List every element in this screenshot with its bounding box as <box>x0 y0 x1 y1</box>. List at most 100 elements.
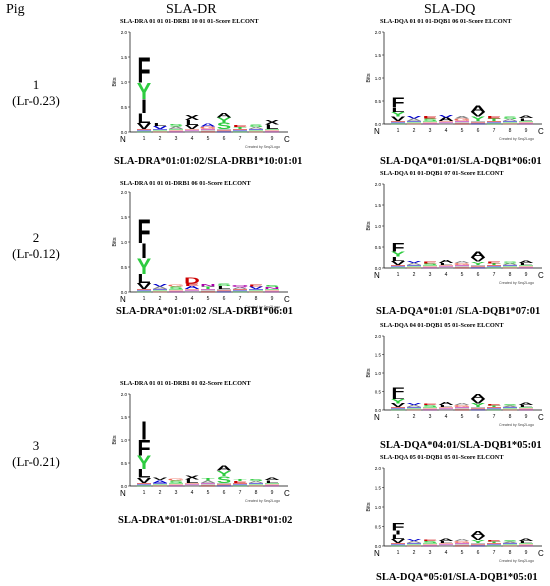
logo-letter: G <box>454 263 471 266</box>
y-tick-label: 0.0 <box>375 408 382 413</box>
x-tick-label: 6 <box>223 490 226 496</box>
y-tick-label: 0.0 <box>375 122 382 127</box>
logo-letter: S <box>503 404 517 406</box>
x-tick-label: 7 <box>239 296 242 302</box>
c-terminus-label: C <box>284 295 290 304</box>
logo-letter: Y <box>217 470 232 478</box>
logo-letter: Y <box>471 261 486 266</box>
logo-letter: S <box>503 116 517 119</box>
y-tick-label: 0.0 <box>121 290 128 295</box>
y-tick-label: 1.5 <box>121 55 128 60</box>
baseline-strip <box>471 123 485 125</box>
logo-title-dq3: SLA-DQA 04 01-DQB1 05 01-Score ELCONT <box>380 322 504 329</box>
n-terminus-label: N <box>374 127 380 136</box>
sequence-logo-dr3: 0.0 0.5 1.0 1.5 2.0 Bits N 1 2 3 4 5 6 7 8 9 C Created by… <box>112 392 290 503</box>
baseline-strip <box>423 545 437 547</box>
baseline-strip <box>391 122 405 124</box>
allele-caption-dq2: SLA-DQA*01:01 /SLA-DQB1*07:01 <box>376 306 541 317</box>
baseline-strip <box>487 267 501 269</box>
x-tick-label: 5 <box>461 550 464 556</box>
baseline-strip <box>265 289 279 290</box>
logo-letter: A <box>518 115 534 119</box>
baseline-strip <box>153 289 167 290</box>
baseline-strip <box>153 291 167 293</box>
x-tick-label: 5 <box>207 136 210 142</box>
logo-letter: L <box>439 263 452 266</box>
x-tick-label: 4 <box>445 272 448 278</box>
x-tick-label: 8 <box>509 414 512 420</box>
c-terminus-label: C <box>538 549 544 558</box>
baseline-strip <box>471 544 485 546</box>
x-tick-label: 4 <box>445 414 448 420</box>
y-axis-label: Bits <box>112 237 118 246</box>
y-tick-label: 0.5 <box>375 99 382 104</box>
y-axis-label: Bits <box>366 368 372 377</box>
baseline-strip <box>185 485 199 487</box>
logo-letter: L <box>391 107 405 114</box>
logo-letter: V <box>153 126 168 131</box>
baseline-strip <box>185 484 199 486</box>
logo-letter: E <box>423 539 437 541</box>
sla-dr-column-header: SLA-DR <box>166 2 217 17</box>
baseline-strip <box>439 123 453 125</box>
logo-letter: T <box>487 118 501 121</box>
logo-letter: V <box>153 477 168 481</box>
logo-letter: E <box>423 403 437 405</box>
logo-letter: I <box>141 418 147 446</box>
baseline-strip <box>391 265 405 266</box>
y-tick-label: 0.5 <box>121 105 128 110</box>
logo-letter: V <box>137 122 152 131</box>
logo-letter: A <box>248 127 264 130</box>
baseline-strip <box>423 123 437 125</box>
baseline-strip <box>439 409 453 411</box>
baseline-strip <box>423 267 437 269</box>
logo-letter: V <box>249 286 264 290</box>
baseline-strip <box>439 408 453 410</box>
baseline-strip <box>153 485 167 487</box>
logo-letter: A <box>406 118 422 121</box>
baseline-strip <box>455 265 469 266</box>
baseline-strip <box>487 121 501 122</box>
logo-letter: G <box>168 479 185 482</box>
logo-letter: S <box>423 263 437 266</box>
baseline-strip <box>137 485 151 487</box>
baseline-strip <box>471 407 485 408</box>
logo-letter: A <box>232 287 248 290</box>
baseline-strip <box>423 407 437 408</box>
baseline-strip <box>201 289 215 290</box>
baseline-strip <box>185 131 199 133</box>
baseline-strip <box>391 544 405 546</box>
logo-letter: S <box>169 480 183 483</box>
baseline-strip <box>137 291 151 293</box>
c-terminus-label: C <box>538 271 544 280</box>
x-tick-label: 2 <box>159 296 162 302</box>
logo-letter: V <box>185 124 200 130</box>
x-tick-label: 2 <box>159 490 162 496</box>
baseline-strip <box>137 290 151 292</box>
logo-letter: E <box>423 261 437 264</box>
baseline-strip <box>265 130 279 132</box>
logo-letter: N <box>200 284 216 288</box>
baseline-strip <box>407 266 421 268</box>
baseline-strip <box>169 131 183 133</box>
logo-letter: A <box>454 116 470 120</box>
baseline-strip <box>137 131 151 133</box>
y-tick-label: 0.5 <box>121 461 128 466</box>
baseline-strip <box>471 408 485 410</box>
logo-letter: N <box>264 287 280 290</box>
baseline-strip <box>407 408 421 410</box>
baseline-strip <box>185 129 199 130</box>
baseline-strip <box>217 483 231 484</box>
logo-letter: V <box>391 116 406 123</box>
logo-letter: A <box>406 541 422 544</box>
pig-column-header: Pig <box>6 2 25 17</box>
pig-3-number: 3 <box>32 438 40 453</box>
x-tick-label: 6 <box>223 296 226 302</box>
logo-letter: L <box>265 480 279 484</box>
y-axis-label: Bits <box>112 77 118 86</box>
logo-letter: X <box>185 475 200 481</box>
baseline-strip <box>391 266 405 268</box>
x-tick-label: 7 <box>239 136 242 142</box>
sequence-logo-dq1: 0.0 0.5 1.0 1.5 2.0 Bits N 1 2 3 4 5 6 7 8 9 C Created by… <box>366 30 544 141</box>
y-axis-label: Bits <box>112 435 118 444</box>
